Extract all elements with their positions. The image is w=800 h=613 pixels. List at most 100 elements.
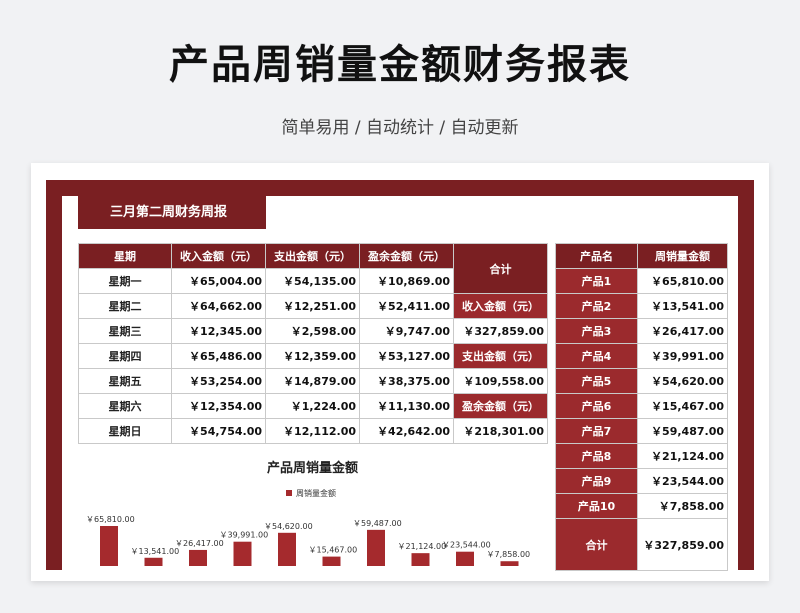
income-cell: ￥64,662.00 bbox=[171, 293, 266, 319]
data-label-产品5: ￥54,620.00 bbox=[264, 522, 313, 531]
income-cell: ￥12,345.00 bbox=[171, 318, 266, 344]
table-row: 星期二 ￥64,662.00 ￥12,251.00 ￥52,411.00 收入金… bbox=[78, 293, 548, 319]
data-label-产品4: ￥39,991.00 bbox=[220, 531, 269, 540]
expense-total-label: 支出金额（元） bbox=[453, 343, 548, 369]
data-label-产品9: ￥23,544.00 bbox=[442, 541, 491, 550]
expense-cell: ￥12,359.00 bbox=[265, 343, 360, 369]
col-header-day: 星期 bbox=[78, 243, 172, 269]
product-name-cell: 产品2 bbox=[555, 293, 638, 319]
income-cell: ￥54,754.00 bbox=[171, 418, 266, 444]
product-amount-cell: ￥23,544.00 bbox=[637, 468, 728, 494]
product-amount-cell: ￥21,124.00 bbox=[637, 443, 728, 469]
bar-产品10 bbox=[500, 561, 519, 566]
expense-cell: ￥1,224.00 bbox=[265, 393, 360, 419]
col-header-total: 合计 bbox=[453, 243, 548, 294]
surplus-total-label: 盈余金额（元） bbox=[453, 393, 548, 419]
product-amount-cell: ￥15,467.00 bbox=[637, 393, 728, 419]
table-row: 产品7 ￥59,487.00 bbox=[555, 418, 728, 444]
product-amount-cell: ￥65,810.00 bbox=[637, 268, 728, 294]
report-tab-title: 三月第二周财务周报 bbox=[78, 196, 266, 229]
product-total-label: 合计 bbox=[555, 518, 638, 571]
surplus-total-value: ￥218,301.00 bbox=[453, 418, 548, 444]
table-row: 产品9 ￥23,544.00 bbox=[555, 468, 728, 494]
income-cell: ￥65,486.00 bbox=[171, 343, 266, 369]
table-row: 星期四 ￥65,486.00 ￥12,359.00 ￥53,127.00 支出金… bbox=[78, 343, 548, 369]
product-total-value: ￥327,859.00 bbox=[637, 518, 728, 571]
product-amount-cell: ￥26,417.00 bbox=[637, 318, 728, 344]
surplus-cell: ￥11,130.00 bbox=[359, 393, 454, 419]
bar-产品9 bbox=[456, 551, 474, 566]
income-total-value: ￥327,859.00 bbox=[453, 318, 548, 344]
income-cell: ￥53,254.00 bbox=[171, 368, 266, 394]
bar-产品7 bbox=[367, 529, 385, 566]
expense-cell: ￥2,598.00 bbox=[265, 318, 360, 344]
surplus-cell: ￥42,642.00 bbox=[359, 418, 454, 444]
product-name-cell: 产品8 bbox=[555, 443, 638, 469]
day-cell: 星期三 bbox=[78, 318, 172, 344]
table-total-row: 合计 ￥327,859.00 bbox=[555, 518, 728, 571]
page-title: 产品周销量金额财务报表 bbox=[169, 42, 631, 88]
col-header-product: 产品名 bbox=[555, 243, 638, 269]
expense-cell: ￥12,112.00 bbox=[265, 418, 360, 444]
data-label-产品7: ￥59,487.00 bbox=[353, 519, 402, 528]
col-header-amount: 周销量金额 bbox=[637, 243, 728, 269]
product-amount-cell: ￥39,991.00 bbox=[637, 343, 728, 369]
table-row: 产品4 ￥39,991.00 bbox=[555, 343, 728, 369]
day-cell: 星期六 bbox=[78, 393, 172, 419]
sales-bar-chart: 周销量金额 ￥65,810.00 ￥13,541.00￥26,417.00￥39,… bbox=[86, 488, 530, 566]
table-row: 产品10 ￥7,858.00 bbox=[555, 493, 728, 519]
income-cell: ￥65,004.00 bbox=[171, 268, 266, 294]
data-label-产品10: ￥7,858.00 bbox=[487, 550, 531, 559]
product-amount-cell: ￥59,487.00 bbox=[637, 418, 728, 444]
table-row: 星期日 ￥54,754.00 ￥12,112.00 ￥42,642.00 ￥21… bbox=[78, 418, 548, 444]
table-row: 产品1 ￥65,810.00 bbox=[555, 268, 728, 294]
bar-产品2 bbox=[144, 557, 163, 566]
day-cell: 星期二 bbox=[78, 293, 172, 319]
table-row: 星期一 ￥65,004.00 ￥54,135.00 ￥10,869.00 bbox=[78, 268, 548, 294]
bar-产品5 bbox=[278, 532, 296, 566]
bar-产品6 bbox=[322, 556, 341, 566]
product-amount-cell: ￥54,620.00 bbox=[637, 368, 728, 394]
table-row: 星期五 ￥53,254.00 ￥14,879.00 ￥38,375.00 ￥10… bbox=[78, 368, 548, 394]
data-label-产品6: ￥15,467.00 bbox=[309, 546, 358, 555]
table-row: 产品8 ￥21,124.00 bbox=[555, 443, 728, 469]
data-label-产品2: ￥13,541.00 bbox=[131, 547, 180, 556]
chart-legend: 周销量金额 bbox=[286, 488, 336, 498]
product-name-cell: 产品7 bbox=[555, 418, 638, 444]
product-name-cell: 产品4 bbox=[555, 343, 638, 369]
day-cell: 星期日 bbox=[78, 418, 172, 444]
product-name-cell: 产品10 bbox=[555, 493, 638, 519]
day-cell: 星期一 bbox=[78, 268, 172, 294]
table-header-row: 星期 收入金额（元） 支出金额（元） 盈余金额（元） 合计 bbox=[78, 243, 548, 294]
chart-bars: ￥65,810.00 ￥13,541.00￥26,417.00￥39,991.00… bbox=[86, 515, 530, 566]
product-name-cell: 产品1 bbox=[555, 268, 638, 294]
product-amount-cell: ￥13,541.00 bbox=[637, 293, 728, 319]
legend-label: 周销量金额 bbox=[296, 488, 336, 498]
bar-产品4 bbox=[233, 541, 252, 566]
table-row: 产品3 ￥26,417.00 bbox=[555, 318, 728, 344]
table-row: 星期六 ￥12,354.00 ￥1,224.00 ￥11,130.00 盈余金额… bbox=[78, 393, 548, 419]
expense-total-value: ￥109,558.00 bbox=[453, 368, 548, 394]
surplus-cell: ￥10,869.00 bbox=[359, 268, 454, 294]
income-cell: ￥12,354.00 bbox=[171, 393, 266, 419]
expense-cell: ￥54,135.00 bbox=[265, 268, 360, 294]
weekly-finance-table: 星期 收入金额（元） 支出金额（元） 盈余金额（元） 合计 星期一 ￥65,00… bbox=[78, 243, 548, 444]
table-row: 产品2 ￥13,541.00 bbox=[555, 293, 728, 319]
table-row: 产品6 ￥15,467.00 bbox=[555, 393, 728, 419]
product-name-cell: 产品6 bbox=[555, 393, 638, 419]
chart-title: 产品周销量金额 bbox=[266, 461, 358, 476]
bar-产品3 bbox=[189, 549, 207, 566]
table-row: 产品5 ￥54,620.00 bbox=[555, 368, 728, 394]
bar-产品8 bbox=[411, 553, 430, 566]
expense-cell: ￥12,251.00 bbox=[265, 293, 360, 319]
table-row: 星期三 ￥12,345.00 ￥2,598.00 ￥9,747.00 ￥327,… bbox=[78, 318, 548, 344]
income-total-label: 收入金额（元） bbox=[453, 293, 548, 319]
surplus-cell: ￥38,375.00 bbox=[359, 368, 454, 394]
col-header-surplus: 盈余金额（元） bbox=[359, 243, 454, 269]
page-subtitle: 简单易用 / 自动统计 / 自动更新 bbox=[281, 118, 519, 138]
product-name-cell: 产品3 bbox=[555, 318, 638, 344]
day-cell: 星期五 bbox=[78, 368, 172, 394]
data-label-产品1: ￥65,810.00 bbox=[86, 515, 135, 524]
data-label-产品3: ￥26,417.00 bbox=[175, 539, 224, 548]
surplus-cell: ￥53,127.00 bbox=[359, 343, 454, 369]
